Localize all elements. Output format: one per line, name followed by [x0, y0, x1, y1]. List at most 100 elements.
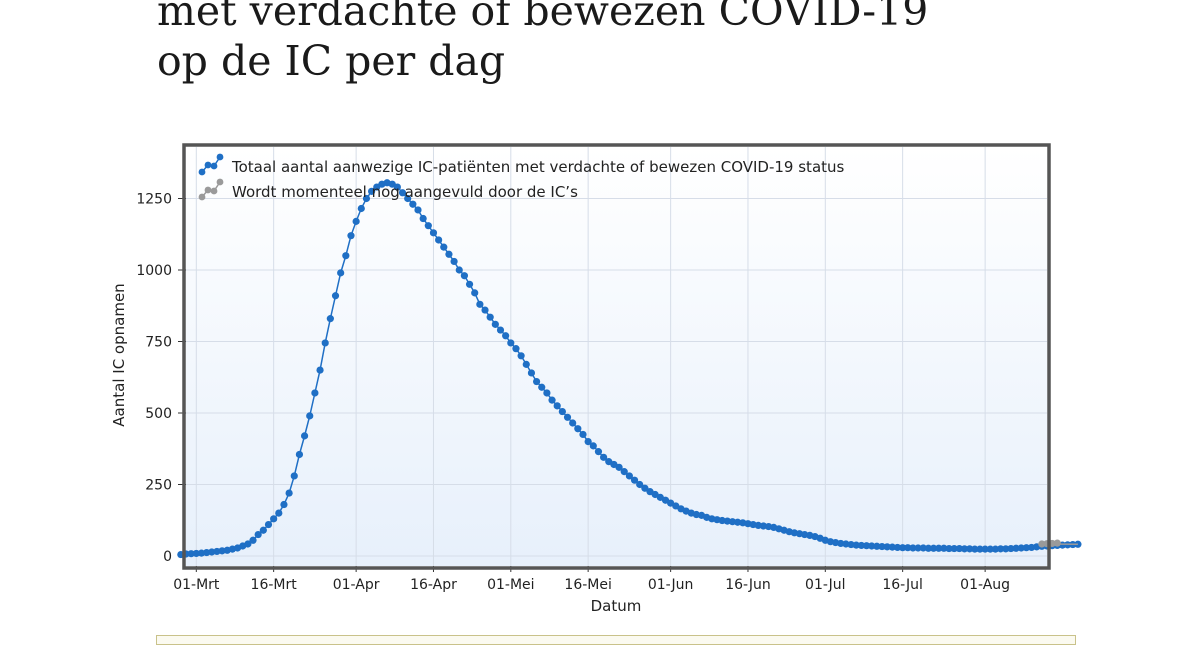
legend-symbol-point [204, 161, 212, 169]
data-point-total [502, 332, 510, 340]
x-tick-label: 16-Jul [882, 577, 923, 593]
data-point-total [558, 407, 566, 416]
data-point-total [270, 515, 278, 523]
data-point-total [347, 232, 355, 240]
data-point-total [435, 236, 443, 244]
data-point-total [868, 542, 876, 550]
legend-symbol-point [216, 178, 224, 186]
data-point-total [553, 402, 561, 410]
data-point-total [950, 544, 958, 553]
heading-line-2: op de IC per dag [157, 37, 506, 85]
data-point-total [636, 480, 644, 489]
y-tick-label: 1250 [136, 192, 172, 208]
data-point-total [259, 526, 267, 534]
data-point-total [316, 366, 324, 374]
legend-symbol-point [210, 162, 218, 170]
legend-entry-label: Wordt momenteel nog aangevuld door de IC… [232, 183, 578, 201]
data-point-total [507, 339, 515, 347]
page-heading: met verdachte of bewezen COVID-19 op de … [157, 0, 1157, 86]
data-point-total [290, 472, 298, 480]
x-tick-label: 01-Aug [960, 577, 1010, 593]
data-point-total [300, 432, 309, 440]
data-point-total [981, 545, 989, 553]
data-point-total [574, 425, 582, 433]
y-tick-label: 250 [145, 478, 172, 494]
data-point-total [264, 520, 273, 529]
data-point-pending [1053, 539, 1061, 547]
x-tick-label: 16-Mei [564, 577, 611, 593]
data-point-total [996, 545, 1005, 553]
data-point-total [404, 194, 412, 203]
data-point-total [883, 543, 891, 551]
data-point-total [548, 396, 556, 404]
data-point-total [924, 544, 933, 552]
data-point-total [362, 194, 371, 203]
x-tick-label: 16-Jun [725, 577, 771, 593]
data-point-total [1022, 544, 1030, 552]
data-point-total [986, 545, 994, 553]
x-tick-label: 01-Jun [648, 577, 694, 593]
data-point-total [450, 257, 458, 266]
data-point-total [517, 352, 525, 360]
data-point-pending [1038, 540, 1046, 548]
data-point-total [1002, 545, 1010, 553]
x-tick-label: 16-Apr [410, 577, 457, 593]
data-point-total [285, 489, 293, 497]
data-point-total [471, 289, 479, 297]
data-point-total [254, 530, 262, 539]
data-point-total [275, 509, 283, 517]
data-point-total [368, 187, 376, 195]
legend-entry-label: Totaal aantal aanwezige IC-patiënten met… [231, 158, 845, 176]
data-point-total [414, 206, 422, 214]
data-point-total [538, 383, 546, 391]
legend-symbol-point [210, 187, 218, 195]
data-point-total [955, 544, 963, 553]
x-tick-label: 16-Mrt [251, 577, 298, 593]
data-point-total [641, 484, 649, 492]
data-point-total [888, 543, 896, 551]
data-point-total [852, 541, 860, 549]
data-point-total [904, 544, 912, 552]
data-point-total [543, 389, 551, 397]
data-point-total [569, 419, 577, 427]
y-axis-title: Aantal IC opnamen [110, 283, 128, 426]
data-point-total [244, 540, 252, 548]
data-point-total [960, 545, 969, 553]
data-point-total [945, 544, 953, 553]
data-point-total [899, 544, 907, 552]
x-tick-label: 01-Jul [805, 577, 846, 593]
data-point-total [594, 448, 603, 456]
data-point-total [976, 545, 984, 553]
data-point-total [337, 269, 345, 277]
data-point-total [630, 476, 639, 484]
data-point-total [445, 250, 453, 258]
data-point-total [486, 313, 494, 321]
data-point-total [919, 544, 927, 552]
data-point-total [398, 189, 407, 197]
bottom-note-box [156, 635, 1076, 645]
data-point-total [1012, 544, 1020, 552]
data-point-total [935, 544, 943, 552]
data-point-total [409, 200, 417, 208]
data-point-total [862, 542, 871, 550]
data-point-total [1074, 540, 1082, 548]
data-point-total [352, 217, 360, 225]
data-point-total [311, 389, 319, 397]
data-point-total [532, 377, 541, 386]
chart-frame [182, 143, 1051, 570]
data-point-total [522, 360, 530, 368]
data-point-total [914, 544, 922, 552]
data-point-total [589, 442, 597, 450]
data-point-total [873, 542, 881, 550]
data-point-total [563, 413, 572, 421]
y-tick-label: 500 [145, 406, 172, 422]
data-point-total [496, 326, 505, 334]
y-tick-label: 0 [163, 549, 172, 565]
data-point-total [342, 252, 350, 260]
legend-symbol-point [198, 193, 206, 201]
data-point-total [187, 550, 195, 558]
y-tick-label: 750 [145, 335, 172, 351]
data-point-total [940, 544, 948, 552]
legend-symbol-point [204, 186, 212, 194]
